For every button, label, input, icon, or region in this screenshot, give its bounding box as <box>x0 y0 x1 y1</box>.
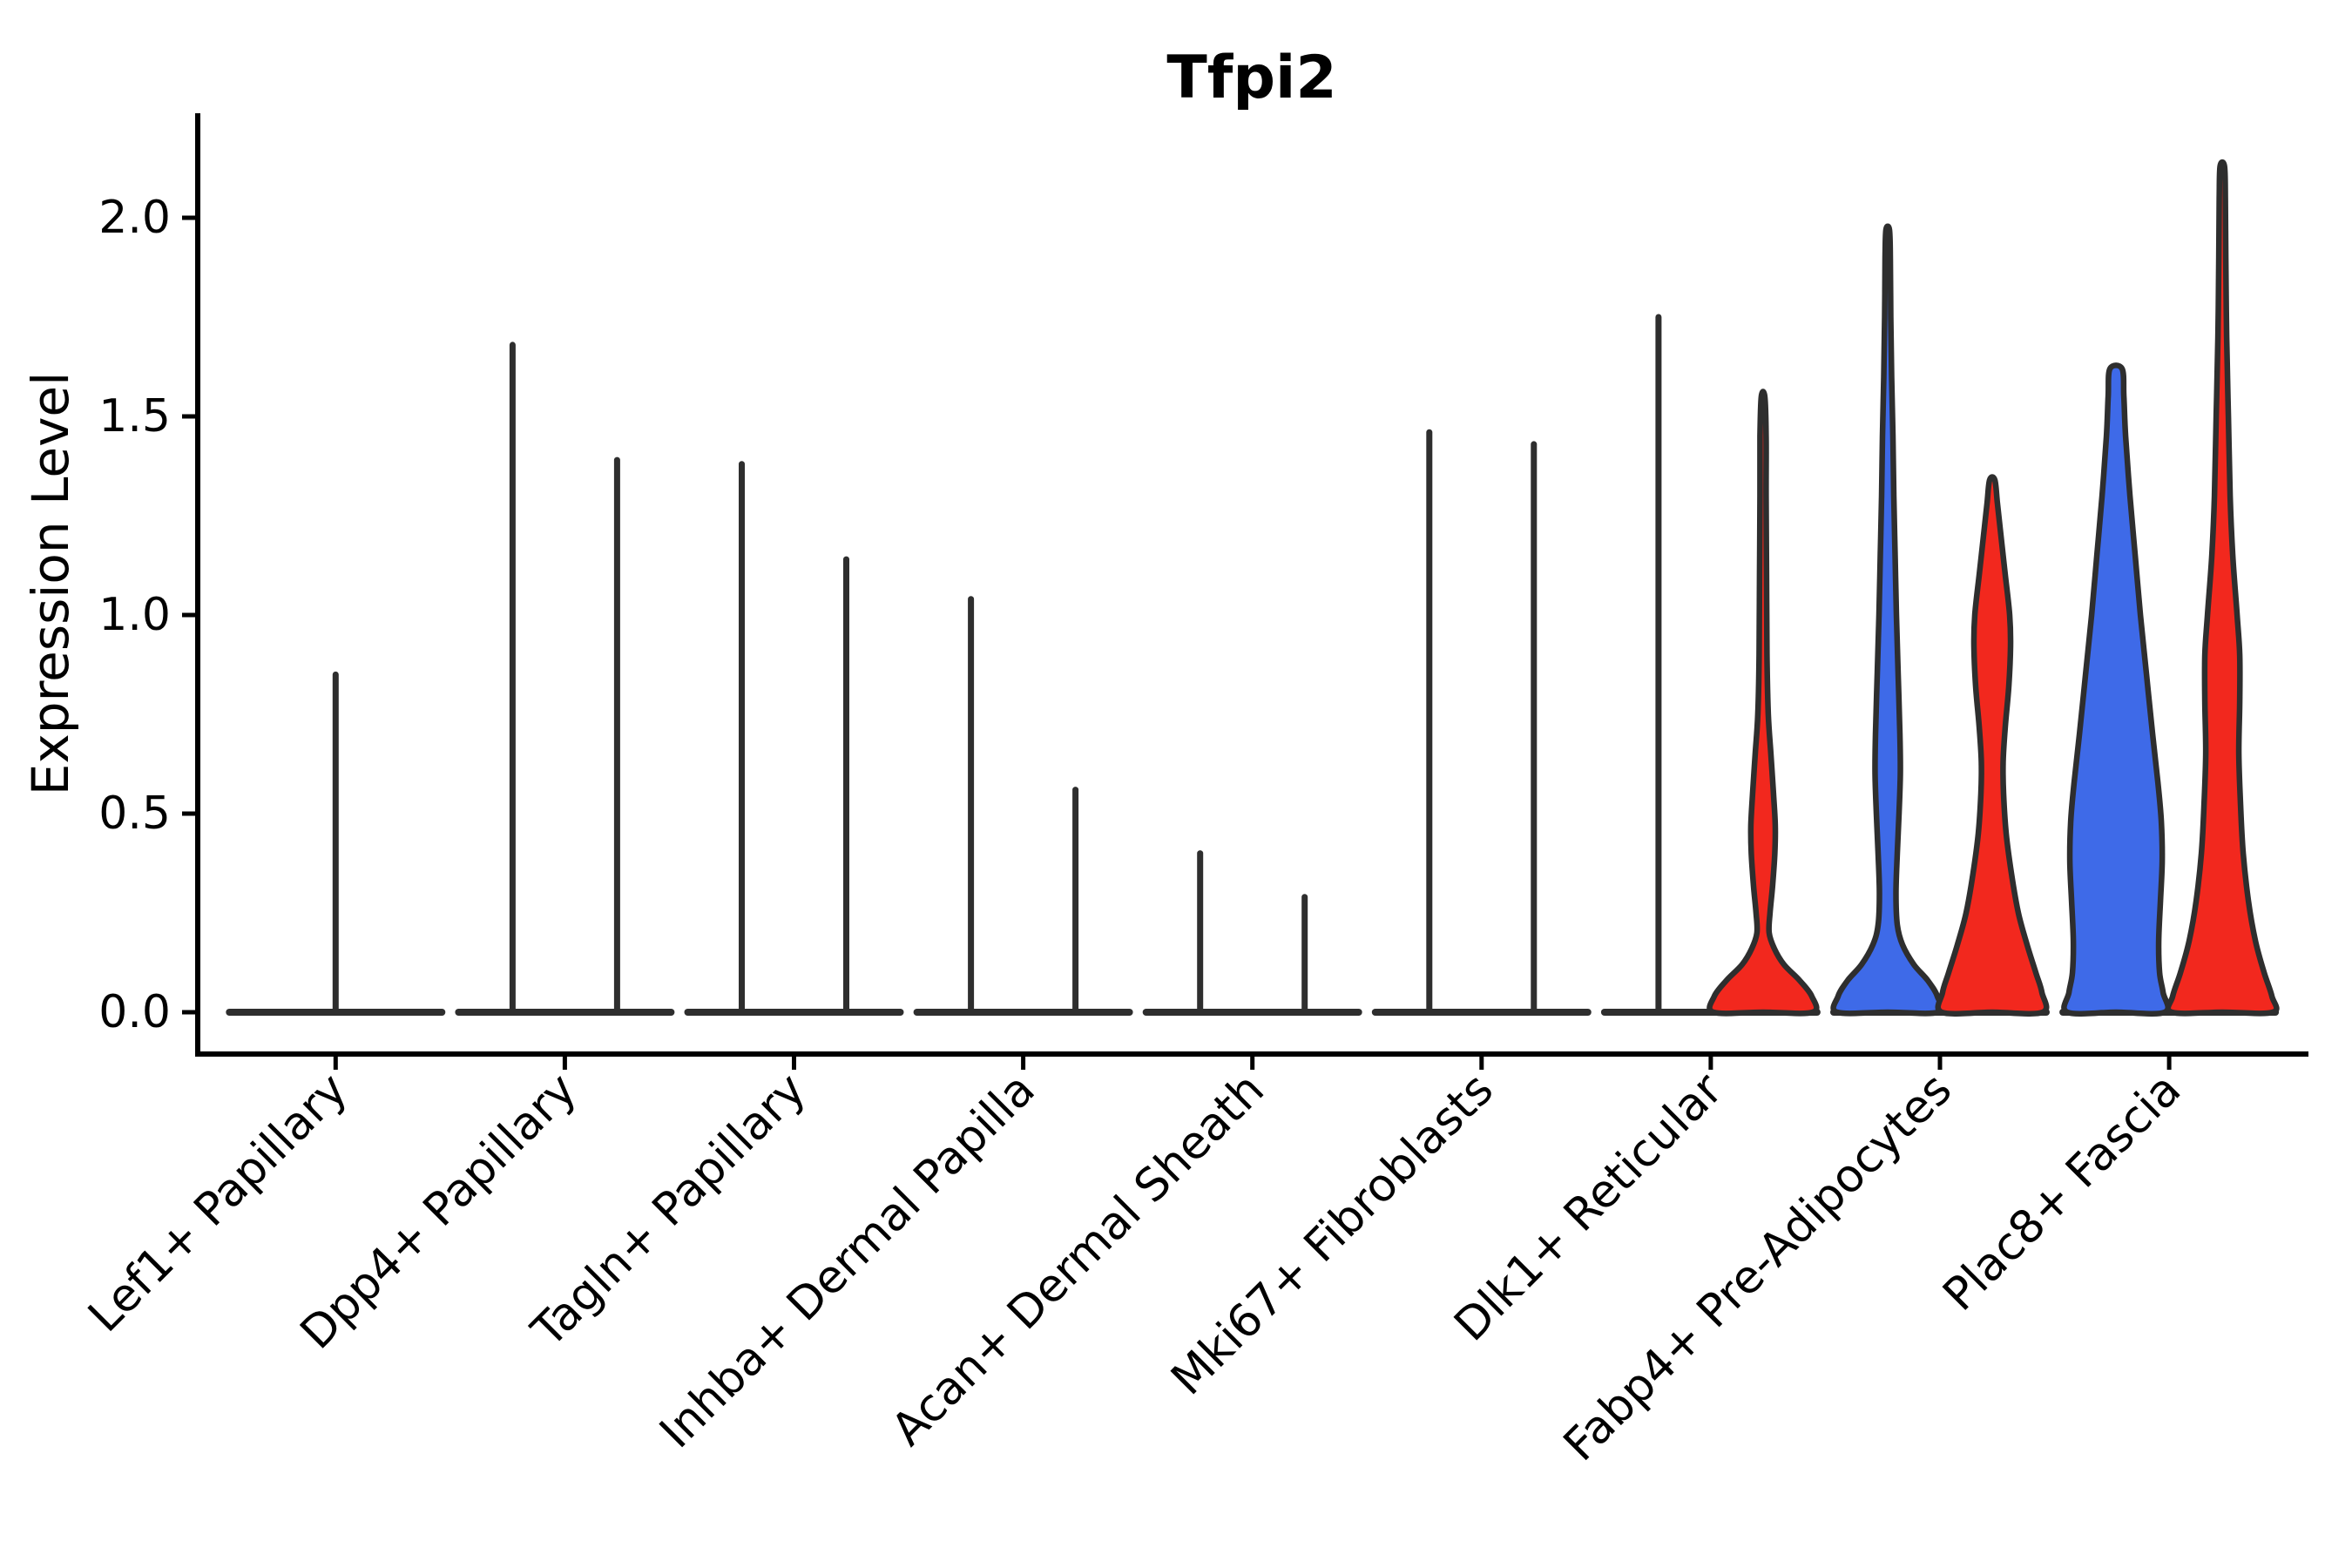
y-tick-label-0.0: 0.0 <box>98 986 171 1038</box>
y-tick-label-2.0: 2.0 <box>98 192 171 244</box>
chart-title: Tfpi2 <box>1166 44 1336 112</box>
x-tick-label-acan-dermal-sheath: Acan+ Dermal Sheath <box>882 1064 1274 1456</box>
y-tick-label-1.0: 1.0 <box>98 589 171 641</box>
violin-fabp4-pre-adipocytes-blue <box>1830 223 1945 1017</box>
axes-layer <box>182 113 2308 1070</box>
x-tick-label-inhba-dermal-papilla: Inhba+ Dermal Papilla <box>650 1064 1044 1458</box>
violin-plac8-fascia-blue <box>2061 362 2171 1017</box>
violin-fabp4-pre-adipocytes-red <box>1935 474 2050 1017</box>
y-tick-label-0.5: 0.5 <box>98 787 171 840</box>
x-tick-label-plac8-fascia: Plac8+ Fascia <box>1933 1064 2191 1321</box>
violin-plac8-fascia-red <box>2165 159 2280 1017</box>
violin-layer <box>226 159 2280 1017</box>
violin-dlk1-reticular-red <box>1707 389 1820 1017</box>
x-tick-label-fabp4-pre-adipocytes: Fabp4+ Pre-Adipocytes <box>1554 1064 1962 1471</box>
y-axis-label: Expression Level <box>21 372 80 795</box>
y-tick-label-1.5: 1.5 <box>98 390 171 443</box>
